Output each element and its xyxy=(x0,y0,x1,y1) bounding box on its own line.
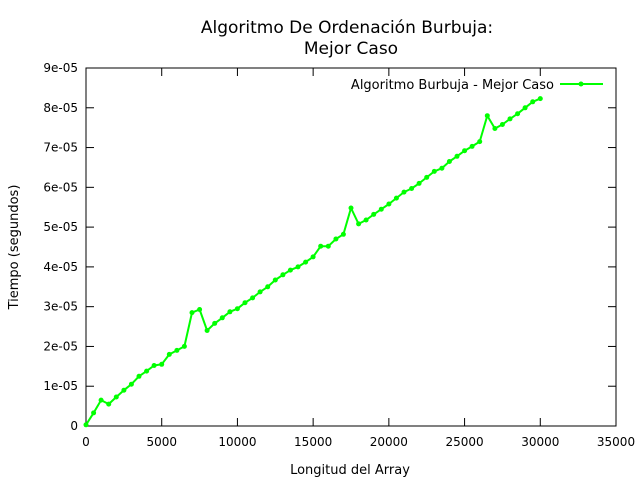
data-point xyxy=(484,113,490,119)
x-tick-label: 10000 xyxy=(218,435,256,449)
data-point xyxy=(181,343,187,349)
legend-label: Algoritmo Burbuja - Mejor Caso xyxy=(351,78,554,93)
data-point xyxy=(91,410,97,416)
y-axis: 0 1e-05 2e-05 3e-05 4e-05 5e-05 6e-05 7e-05 8e-0… xyxy=(43,61,616,433)
legend-marker xyxy=(578,81,584,87)
data-point xyxy=(401,189,407,195)
y-tick-label: 6e-05 xyxy=(43,180,78,194)
y-axis-label: Tiempo (segundos) xyxy=(7,185,22,311)
y-tick-label: 4e-05 xyxy=(43,260,78,274)
data-point xyxy=(363,217,369,223)
data-point xyxy=(348,205,354,211)
data-point xyxy=(522,105,528,111)
data-point xyxy=(393,195,399,201)
data-point xyxy=(166,351,172,357)
data-point xyxy=(454,153,460,159)
data-point xyxy=(234,306,240,312)
data-point xyxy=(295,264,301,270)
data-point xyxy=(272,277,278,283)
y-tick-label: 3e-05 xyxy=(43,300,78,314)
series-layer xyxy=(83,96,543,428)
data-point xyxy=(83,422,89,428)
data-point xyxy=(250,295,256,301)
x-tick-label: 25000 xyxy=(445,435,483,449)
data-point xyxy=(340,231,346,237)
data-point xyxy=(121,387,127,393)
data-point xyxy=(325,243,331,249)
y-tick-label: 5e-05 xyxy=(43,220,78,234)
data-point xyxy=(499,122,505,127)
data-point xyxy=(212,320,218,326)
data-point xyxy=(136,373,142,379)
data-point xyxy=(386,201,392,207)
x-tick-label: 5000 xyxy=(146,435,177,449)
data-point xyxy=(280,272,286,278)
x-tick-label: 15000 xyxy=(294,435,332,449)
data-point xyxy=(416,180,422,186)
data-point xyxy=(469,143,475,149)
chart-title-line1: Algoritmo De Ordenación Burbuja: xyxy=(201,18,493,38)
x-tick-label: 20000 xyxy=(370,435,408,449)
data-point xyxy=(144,368,150,374)
data-point xyxy=(159,361,165,367)
data-point xyxy=(371,211,377,217)
data-point xyxy=(106,401,112,407)
data-point xyxy=(113,394,119,400)
data-point xyxy=(537,96,543,102)
data-point xyxy=(197,307,203,312)
data-point xyxy=(219,315,225,321)
chart-title-line2: Mejor Caso xyxy=(304,39,398,59)
data-point xyxy=(530,99,536,105)
x-tick-label: 30000 xyxy=(521,435,559,449)
data-point xyxy=(98,397,104,403)
y-tick-label: 2e-05 xyxy=(43,339,78,353)
data-point xyxy=(128,381,134,387)
x-axis-label: Longitud del Array xyxy=(290,463,410,478)
data-point xyxy=(439,165,445,171)
y-tick-label: 7e-05 xyxy=(43,141,78,155)
data-point xyxy=(424,174,430,180)
data-point xyxy=(446,159,452,164)
data-point xyxy=(492,126,498,131)
data-point xyxy=(318,243,324,249)
data-point xyxy=(356,221,362,227)
data-point xyxy=(257,289,263,295)
data-point xyxy=(204,328,210,333)
data-point xyxy=(174,347,180,353)
data-point xyxy=(151,363,157,368)
data-point xyxy=(189,310,195,316)
data-point xyxy=(242,300,248,306)
y-tick-label: 9e-05 xyxy=(43,61,78,75)
data-point xyxy=(378,206,384,212)
data-point xyxy=(227,309,233,315)
data-point xyxy=(507,116,513,122)
data-point xyxy=(462,148,468,154)
x-axis: 0 5000 10000 15000 20000 25000 30000 35000 xyxy=(82,68,635,449)
data-point xyxy=(477,139,483,145)
x-tick-label: 35000 xyxy=(597,435,635,449)
y-tick-label: 0 xyxy=(70,419,78,433)
data-point xyxy=(333,236,339,242)
data-point xyxy=(515,111,521,117)
x-tick-label: 0 xyxy=(82,435,90,449)
data-point xyxy=(310,254,316,260)
legend: Algoritmo Burbuja - Mejor Caso xyxy=(351,78,603,93)
data-point xyxy=(431,168,437,174)
y-tick-label: 1e-05 xyxy=(43,379,78,393)
y-tick-label: 8e-05 xyxy=(43,101,78,115)
plot-frame xyxy=(85,67,617,427)
data-point xyxy=(287,267,293,273)
data-point xyxy=(303,259,309,265)
data-point xyxy=(409,186,415,191)
data-point xyxy=(265,284,271,290)
